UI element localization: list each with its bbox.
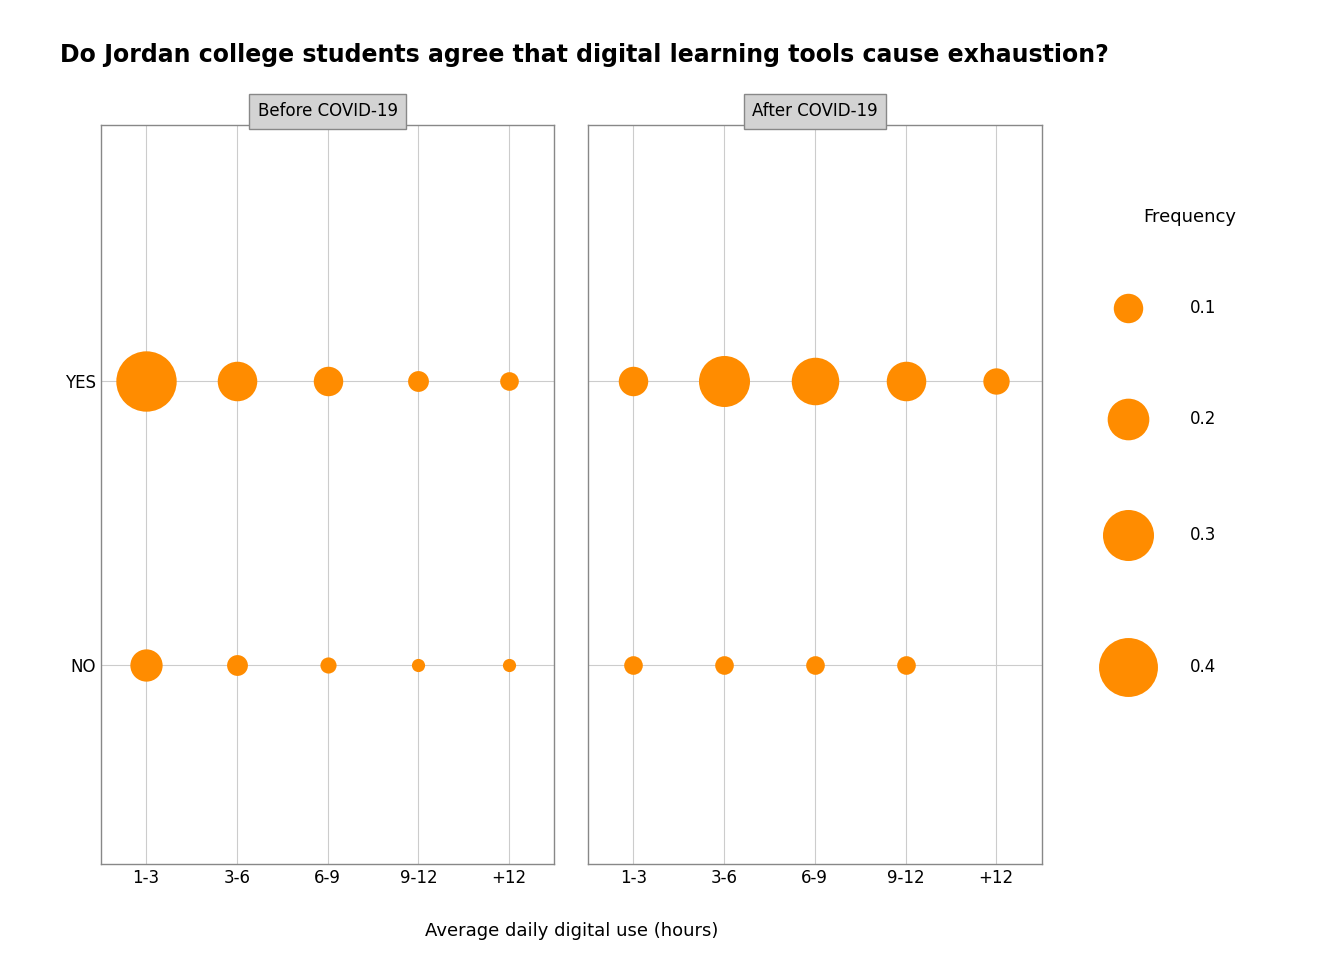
Text: 0.3: 0.3 xyxy=(1189,526,1216,544)
Point xyxy=(226,373,247,389)
Point xyxy=(317,373,339,389)
Text: 0.1: 0.1 xyxy=(1189,300,1216,317)
Point xyxy=(407,373,429,389)
Point xyxy=(895,373,917,389)
Point xyxy=(714,373,735,389)
Point xyxy=(226,658,247,673)
Point xyxy=(407,658,429,673)
Point xyxy=(1117,528,1138,543)
Point xyxy=(1117,300,1138,316)
Text: Frequency: Frequency xyxy=(1142,208,1236,226)
Point xyxy=(136,658,157,673)
Point xyxy=(804,373,825,389)
Text: 0.2: 0.2 xyxy=(1189,410,1216,428)
Point xyxy=(499,373,520,389)
Point xyxy=(1117,660,1138,675)
Point xyxy=(136,373,157,389)
Point xyxy=(622,658,644,673)
Point xyxy=(895,658,917,673)
Point xyxy=(985,373,1007,389)
Point xyxy=(714,658,735,673)
Point xyxy=(499,658,520,673)
Text: 0.4: 0.4 xyxy=(1189,659,1216,676)
Title: After COVID-19: After COVID-19 xyxy=(753,103,878,120)
Point xyxy=(317,658,339,673)
Text: Average daily digital use (hours): Average daily digital use (hours) xyxy=(425,923,718,940)
Point xyxy=(804,658,825,673)
Text: Do Jordan college students agree that digital learning tools cause exhaustion?: Do Jordan college students agree that di… xyxy=(60,43,1109,67)
Point xyxy=(1117,411,1138,426)
Point xyxy=(622,373,644,389)
Title: Before COVID-19: Before COVID-19 xyxy=(258,103,398,120)
